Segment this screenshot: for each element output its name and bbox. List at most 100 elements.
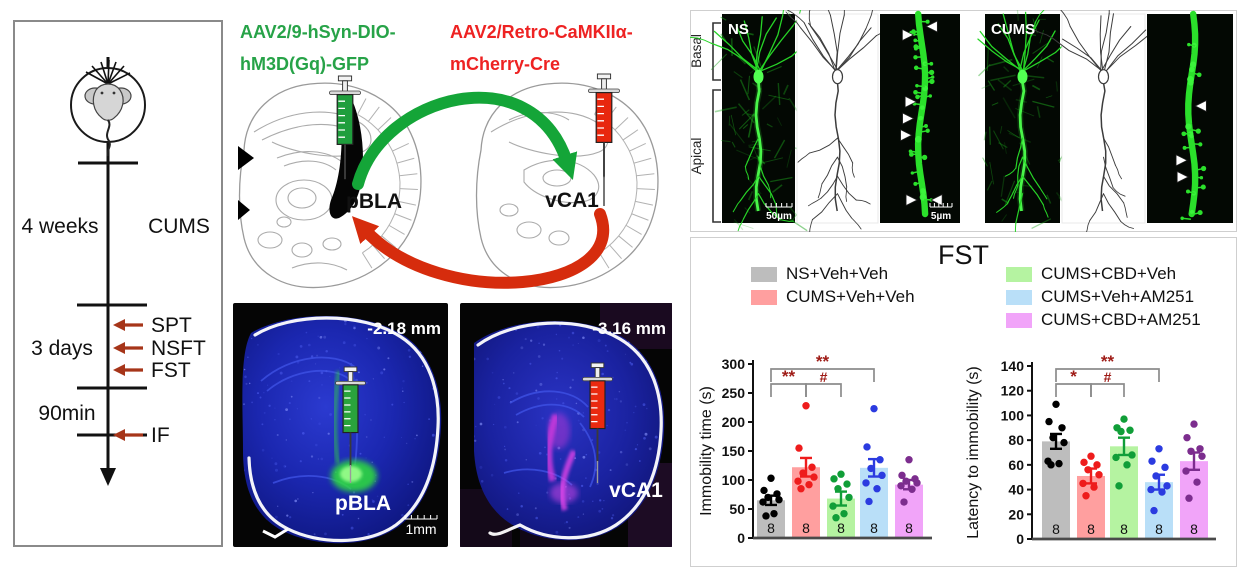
trace-bg <box>796 13 879 224</box>
data-point <box>845 493 853 502</box>
cortex-tick <box>398 200 417 206</box>
test-label-fst: FST <box>151 359 191 382</box>
speckle <box>428 418 430 420</box>
legend-label: CUMS+CBD+AM251 <box>1041 310 1201 329</box>
neuropil-line <box>986 48 989 71</box>
spine-head <box>1199 175 1204 180</box>
dendrite-branch <box>1042 204 1049 218</box>
speckle <box>359 452 362 455</box>
spine-arrowhead-icon <box>900 129 913 142</box>
neuropil-line <box>1001 214 1007 222</box>
speckle <box>279 371 283 375</box>
speckle <box>582 513 585 515</box>
speckle <box>518 492 520 494</box>
n-label: 8 <box>1052 521 1060 537</box>
neuropil-line <box>1008 132 1032 144</box>
cortex-tick <box>636 188 655 190</box>
speckle <box>376 495 379 498</box>
neuropil-line <box>1025 32 1037 37</box>
dendrite-branch <box>855 199 871 205</box>
dendrite-branch <box>808 137 838 154</box>
speckle <box>606 424 608 427</box>
dendrite-branch <box>821 156 838 185</box>
data-point <box>770 509 778 518</box>
speckle <box>407 483 409 486</box>
dendrite-branch <box>851 162 855 178</box>
mcherry-expression <box>548 413 570 449</box>
dendrite-branch <box>1086 220 1091 232</box>
speckle <box>609 469 612 472</box>
spine-head <box>929 61 934 66</box>
dendrite-branch <box>1013 185 1019 199</box>
speckle <box>371 461 373 463</box>
cortex-tick <box>394 213 412 221</box>
speckle <box>479 465 483 469</box>
speckle <box>261 448 265 452</box>
projection-arrow-red <box>351 208 609 289</box>
phase3-duration-label: 90min <box>38 402 95 425</box>
legend-item: CUMS+CBD+Veh <box>1006 264 1176 284</box>
speckle <box>642 403 646 406</box>
ns-dendrite-image <box>880 10 960 223</box>
cortex-tick <box>361 252 373 269</box>
y-tick-label: 300 <box>722 356 746 372</box>
speckle <box>283 464 287 468</box>
neuropil-line <box>771 184 783 194</box>
speckle <box>558 349 561 352</box>
speckle <box>313 533 316 536</box>
data-point <box>1084 466 1092 474</box>
dendrite-branch <box>1052 38 1103 72</box>
dendrite-branch <box>1105 29 1147 72</box>
dendrite-branch <box>1015 193 1024 224</box>
speckle <box>312 492 314 494</box>
neuropil-line <box>987 80 996 91</box>
dendrite-branch <box>1112 187 1126 197</box>
data-point <box>794 477 802 485</box>
y-tick-label: 150 <box>722 443 746 459</box>
speckle <box>508 387 511 390</box>
speckle <box>614 398 616 400</box>
neuropil-line <box>737 103 755 124</box>
spine-head <box>908 149 913 154</box>
trace-bg <box>1061 13 1146 224</box>
atlas-medial-structure <box>238 146 254 170</box>
data-point <box>764 493 772 502</box>
speckle <box>353 326 356 330</box>
dendrite-branch <box>782 10 784 16</box>
test-label-nsft: NSFT <box>151 337 206 360</box>
speckle <box>295 355 299 359</box>
speckle <box>342 505 345 508</box>
speckle <box>611 514 615 517</box>
apical-bracket <box>712 89 721 223</box>
cortex-inner-line <box>357 113 401 254</box>
ns-neuron-photo <box>690 10 822 232</box>
data-point <box>900 498 908 506</box>
speckle <box>259 396 262 399</box>
spine-arrowhead-icon <box>905 193 918 207</box>
dendrite-branch <box>979 30 1022 72</box>
speckle <box>401 513 404 517</box>
neuropil-line <box>1016 10 1019 21</box>
data-point <box>805 480 813 489</box>
dendrite-branch <box>1017 156 1024 187</box>
data-point <box>863 443 871 451</box>
speckle <box>474 425 477 428</box>
speckle <box>592 500 594 502</box>
speckle <box>406 442 408 444</box>
section-outline <box>476 321 663 540</box>
neuropil-line <box>981 84 991 90</box>
legend-swatch <box>1006 312 1032 328</box>
cums-neuron-photo <box>977 10 1075 232</box>
speckle <box>288 402 291 405</box>
spine-head <box>928 69 935 76</box>
speckle <box>504 448 506 451</box>
neuropil-line <box>748 143 760 146</box>
speckle <box>506 508 509 510</box>
dendrite-branch <box>1103 156 1114 189</box>
spine-head <box>1200 184 1206 190</box>
speckle <box>607 408 611 412</box>
dendrite-branch <box>744 137 760 168</box>
dendrite-branch <box>837 175 857 201</box>
speckle <box>290 395 293 398</box>
speckle <box>384 507 386 510</box>
